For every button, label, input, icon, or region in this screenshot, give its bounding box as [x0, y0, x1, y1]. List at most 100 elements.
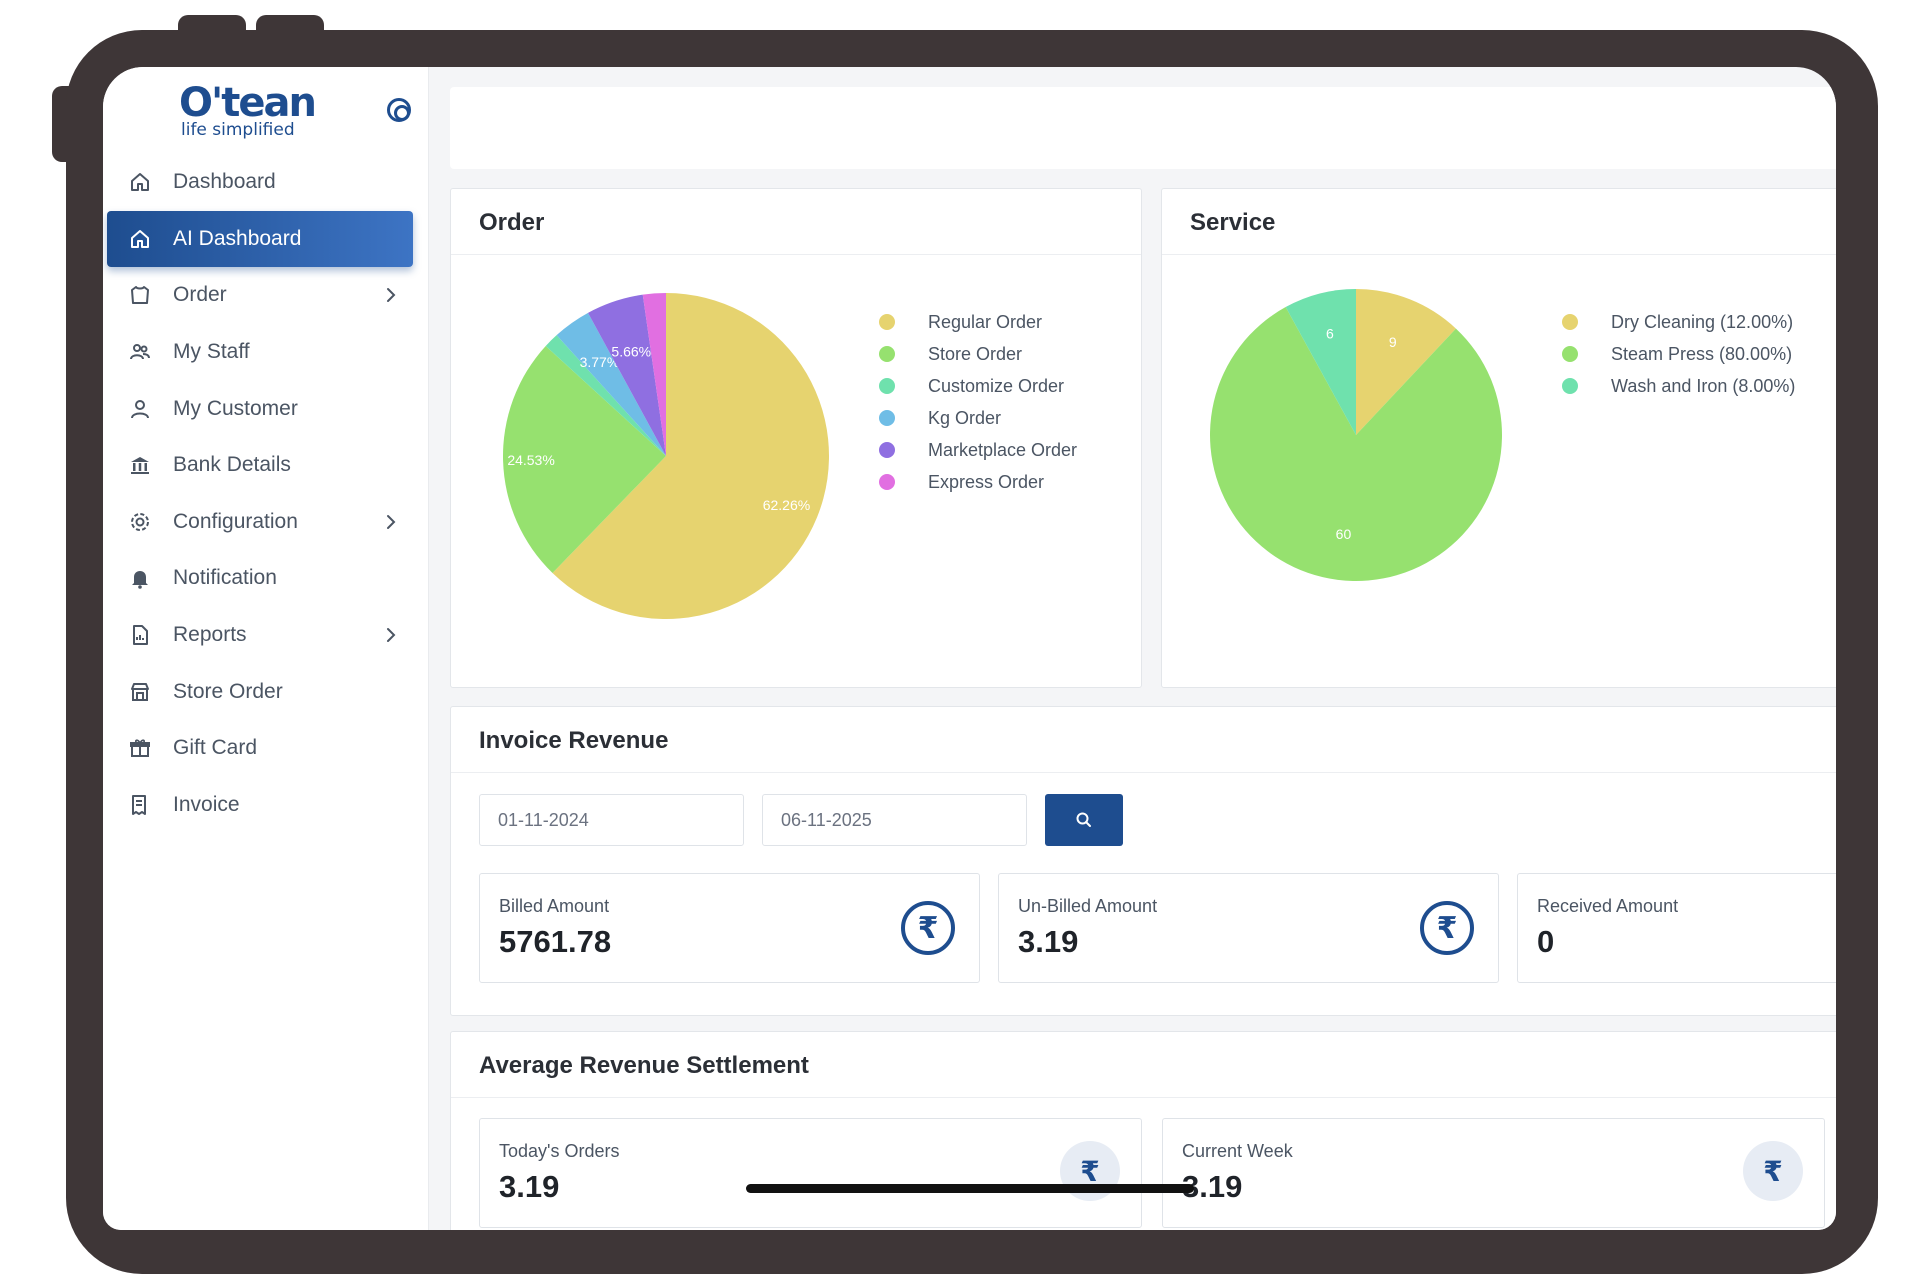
sidebar-item-my-staff[interactable]: My Staff [107, 324, 413, 381]
stat-label: Billed Amount [499, 896, 610, 916]
settings-icon [127, 509, 153, 535]
legend-item[interactable]: Regular Order [879, 306, 1077, 338]
gift-icon [127, 735, 153, 761]
sidebar: O'tean life simplified Dashboard AI Dashb… [103, 67, 429, 1230]
stat-label: Un-Billed Amount [1018, 896, 1158, 916]
report-icon [127, 622, 153, 648]
sidebar-item-my-customer[interactable]: My Customer [107, 380, 413, 437]
legend-swatch [879, 314, 895, 330]
todays-orders-card: Today's Orders 3.19 ₹ [479, 1118, 1142, 1228]
unbilled-amount-card: Un-Billed Amount 3.19 ₹ [998, 873, 1499, 983]
top-bar [450, 87, 1836, 169]
legend-item[interactable]: Kg Order [879, 402, 1077, 434]
sidebar-item-dashboard[interactable]: Dashboard [107, 154, 413, 211]
legend-swatch [879, 474, 895, 490]
service-card: Service 9 60 6 Dry Cleaning (12.00%) Steam … [1161, 188, 1836, 688]
sidebar-item-label: My Staff [173, 340, 250, 364]
store-icon [127, 679, 153, 705]
sidebar-item-label: Notification [173, 566, 277, 590]
rupee-icon: ₹ [1420, 901, 1474, 955]
pie-data-label: 3.77% [580, 354, 620, 370]
pie-slice[interactable] [545, 335, 666, 456]
stat-value: 5761.78 [499, 924, 612, 959]
sidebar-item-notification[interactable]: Notification [107, 550, 413, 607]
received-amount-card: Received Amount 0 [1517, 873, 1836, 983]
service-legend: Dry Cleaning (12.00%) Steam Press (80.00%… [1562, 306, 1795, 402]
chevron-right-icon[interactable] [381, 285, 401, 305]
legend-item[interactable]: Customize Order [879, 370, 1077, 402]
stat-label: Received Amount [1537, 896, 1679, 916]
pie-data-label: 24.53% [507, 452, 554, 468]
stat-value: 3.19 [499, 1169, 560, 1204]
card-divider [451, 1097, 1836, 1098]
logo[interactable]: O'tean life simplified [179, 80, 317, 140]
legend-swatch [879, 346, 895, 362]
home-indicator[interactable] [746, 1184, 1194, 1193]
pie-data-label: 6 [1326, 325, 1334, 341]
from-date-input[interactable]: 01-11-2024 [479, 794, 744, 846]
legend-item[interactable]: Wash and Iron (8.00%) [1562, 370, 1795, 402]
home-icon [127, 226, 153, 252]
pie-slice[interactable] [556, 312, 666, 456]
shirt-icon [127, 282, 153, 308]
chevron-right-icon[interactable] [381, 625, 401, 645]
logo-text: O'tean [179, 80, 317, 126]
legend-label: Express Order [928, 471, 1045, 492]
pie-slice[interactable] [588, 294, 666, 456]
sidebar-item-label: My Customer [173, 396, 298, 420]
legend-label: Wash and Iron (8.00%) [1611, 375, 1796, 396]
pie-data-label: 5.66% [611, 344, 651, 360]
sidebar-item-label: Order [173, 283, 227, 307]
rupee-icon: ₹ [1743, 1141, 1803, 1201]
order-card: Order 62.26% 24.53% 3.77% 5.66% Regular Ord… [450, 188, 1142, 688]
legend-swatch [879, 378, 895, 394]
legend-item[interactable]: Marketplace Order [879, 434, 1077, 466]
pie-slice[interactable] [642, 293, 666, 456]
pie-data-label: 9 [1389, 334, 1397, 350]
search-button[interactable] [1045, 794, 1123, 846]
billed-amount-card: Billed Amount 5761.78 ₹ [479, 873, 980, 983]
legend-item[interactable]: Store Order [879, 338, 1077, 370]
pie-slice[interactable] [1356, 289, 1456, 435]
staff-icon [127, 339, 153, 365]
logo-tagline: life simplified [181, 120, 295, 140]
legend-item[interactable]: Steam Press (80.00%) [1562, 338, 1795, 370]
legend-item[interactable]: Express Order [879, 466, 1077, 498]
home-icon [127, 169, 153, 195]
sidebar-item-store-order[interactable]: Store Order [107, 663, 413, 720]
sidebar-item-order[interactable]: Order [107, 267, 413, 324]
sidebar-item-label: Bank Details [173, 453, 291, 477]
sidebar-item-label: Invoice [173, 792, 240, 816]
current-week-card: Current Week 3.19 ₹ [1162, 1118, 1825, 1228]
card-divider [1162, 254, 1836, 255]
search-icon [1076, 812, 1091, 827]
user-icon [127, 396, 153, 422]
legend-label: Dry Cleaning (12.00%) [1611, 311, 1794, 332]
sidebar-item-bank-details[interactable]: Bank Details [107, 437, 413, 494]
legend-label: Customize Order [928, 375, 1065, 396]
sidebar-item-ai-dashboard[interactable]: AI Dashboard [107, 210, 413, 268]
chevron-right-icon[interactable] [381, 512, 401, 532]
pie-slice[interactable] [1285, 289, 1356, 435]
pie-slice[interactable] [1210, 307, 1502, 581]
order-pie-chart: 62.26% 24.53% 3.77%5.66% [503, 293, 830, 619]
legend-swatch [1562, 314, 1578, 330]
service-card-title: Service [1190, 209, 1276, 236]
pie-slice[interactable] [503, 345, 666, 573]
card-divider [451, 254, 1141, 255]
legend-item[interactable]: Dry Cleaning (12.00%) [1562, 306, 1795, 338]
to-date-input[interactable]: 06-11-2025 [762, 794, 1027, 846]
sidebar-item-invoice[interactable]: Invoice [107, 777, 413, 834]
sidebar-item-gift-card[interactable]: Gift Card [107, 720, 413, 777]
screen: O'tean life simplified Dashboard AI Dashb… [103, 67, 1836, 1230]
legend-label: Steam Press (80.00%) [1611, 343, 1793, 364]
order-legend: Regular Order Store Order Customize Order K… [879, 306, 1077, 498]
invoice-icon [127, 792, 153, 818]
sidebar-item-configuration[interactable]: Configuration [107, 494, 413, 551]
sidebar-toggle-icon[interactable] [387, 98, 411, 122]
service-pie-chart: 9 60 6 [1210, 289, 1502, 581]
sidebar-item-reports[interactable]: Reports [107, 607, 413, 664]
pie-data-label: 62.26% [763, 497, 810, 513]
pie-slice[interactable] [552, 293, 830, 619]
stat-value: 3.19 [1018, 924, 1079, 959]
